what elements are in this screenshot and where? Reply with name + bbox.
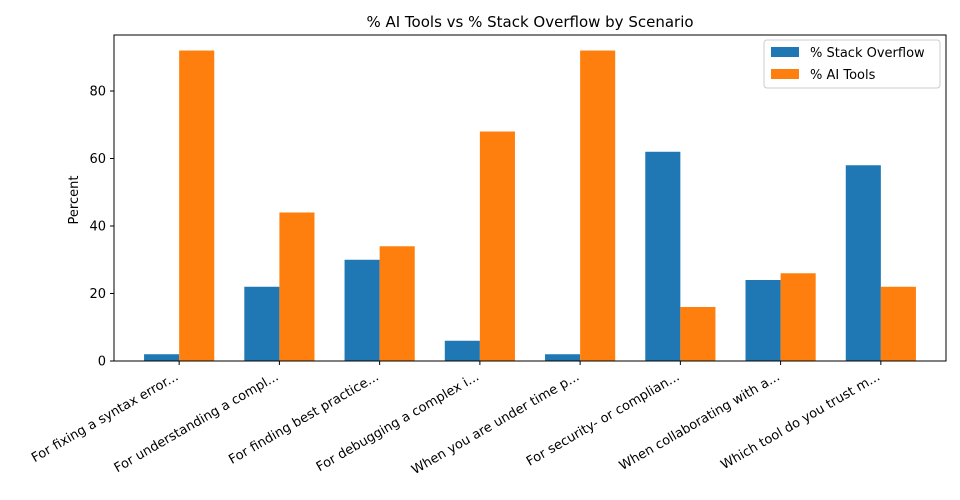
- legend-label-ai-tools: % AI Tools: [810, 68, 876, 83]
- y-tick-label: 0: [98, 355, 106, 370]
- legend-label-stack-overflow: % Stack Overflow: [810, 46, 925, 61]
- bar-stack-overflow-6: [745, 280, 781, 361]
- bar-stack-overflow-4: [545, 354, 581, 361]
- legend-swatch-ai-tools: [771, 69, 799, 79]
- y-tick-label: 20: [89, 287, 106, 302]
- bar-ai-tools-0: [179, 50, 215, 362]
- bar-stack-overflow-2: [344, 259, 380, 361]
- bar-ai-tools-2: [379, 246, 415, 361]
- bar-stack-overflow-5: [645, 151, 681, 361]
- legend-frame: [763, 39, 941, 89]
- bar-ai-tools-6: [780, 273, 816, 361]
- bar-ai-tools-5: [680, 307, 716, 361]
- bar-stack-overflow-3: [444, 340, 480, 361]
- bar-ai-tools-7: [880, 286, 916, 361]
- axes-frame: [113, 34, 947, 362]
- x-tick-label: For understanding a compl...: [112, 369, 282, 476]
- bar-ai-tools-1: [279, 212, 315, 361]
- bar-ai-tools-3: [479, 131, 515, 361]
- chart-title: % AI Tools vs % Stack Overflow by Scenar…: [366, 13, 693, 31]
- x-tick-label: Which tool do you trust m...: [719, 369, 883, 473]
- y-tick-label: 60: [89, 152, 106, 167]
- bar-stack-overflow-7: [845, 165, 881, 361]
- x-tick-label: For debugging a complex i...: [314, 369, 482, 475]
- legend-swatch-stack-overflow: [771, 47, 799, 57]
- x-tick-label: When you are under time p...: [409, 369, 582, 477]
- bar-stack-overflow-1: [244, 286, 280, 361]
- y-tick-label: 80: [89, 85, 106, 100]
- y-axis-label: Percent: [67, 176, 82, 225]
- x-tick-label: When collaborating with a...: [617, 369, 783, 473]
- bar-ai-tools-4: [580, 50, 616, 362]
- legend: % Stack Overflow % AI Tools: [763, 39, 941, 89]
- y-tick-label: 40: [89, 220, 106, 235]
- bar-stack-overflow-0: [144, 354, 180, 361]
